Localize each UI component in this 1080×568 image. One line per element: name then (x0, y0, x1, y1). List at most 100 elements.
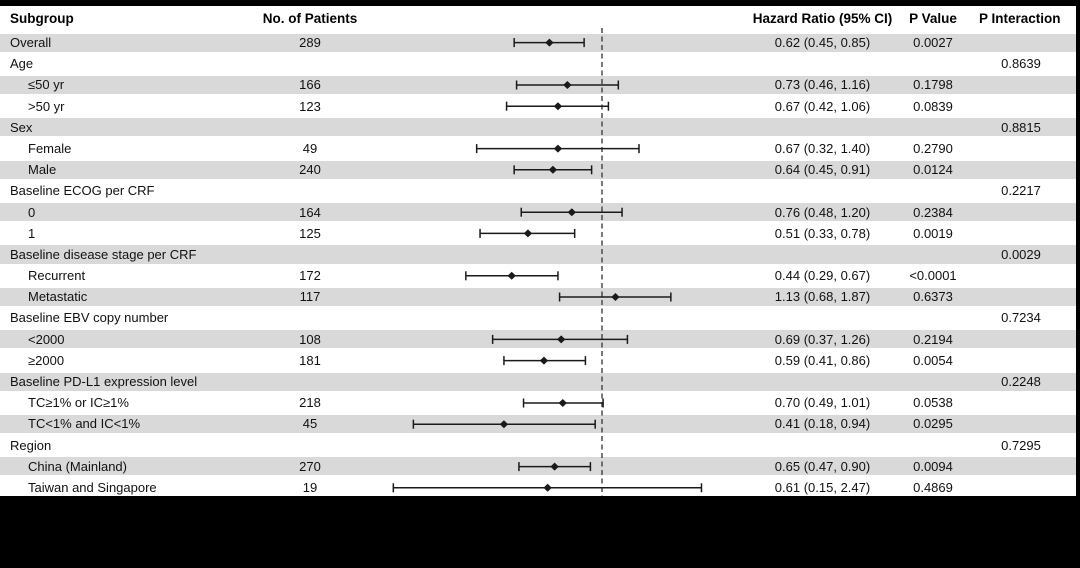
p-interaction-value (975, 286, 1067, 307)
p-interaction-value: 0.7234 (1001, 310, 1041, 326)
patients-count: 123 (299, 98, 321, 114)
p-interaction-value (975, 392, 1067, 413)
hazard-ratio-value: 0.67 (0.42, 1.06) (774, 98, 871, 114)
table-row: Baseline EBV copy number 0.7234 (0, 307, 1076, 329)
p-interaction-value (975, 329, 1067, 350)
patients-count: 125 (299, 225, 321, 241)
subgroup-label: Baseline disease stage per CRF (10, 246, 197, 262)
p-value: 0.0019 (913, 225, 953, 241)
table-row: ≥2000 181 0.59 (0.41, 0.86) 0.0054 (0, 349, 1076, 371)
subgroup-label: Recurrent (28, 268, 86, 284)
table-row: TC<1% and IC<1% 45 0.41 (0.18, 0.94) 0.0… (0, 413, 1076, 435)
table-row: Taiwan and Singapore 19 0.61 (0.15, 2.47… (0, 476, 1076, 496)
subgroup-label: >50 yr (28, 98, 65, 114)
table-row: Sex 0.8815 (0, 116, 1076, 138)
hazard-ratio-value (745, 117, 900, 138)
table-row: Baseline PD-L1 expression level 0.2248 (0, 371, 1076, 393)
table-row: ≤50 yr 166 0.73 (0.46, 1.16) 0.1798 (0, 74, 1076, 96)
subgroup-label: TC≥1% or IC≥1% (28, 395, 129, 411)
hazard-ratio-value: 0.51 (0.33, 0.78) (774, 225, 871, 241)
p-interaction-value (975, 32, 1067, 53)
subgroup-label: Region (10, 437, 52, 453)
p-interaction-value: 0.2248 (1001, 374, 1041, 389)
column-header-patients: No. of Patients (262, 11, 358, 26)
table-body: Overall 289 0.62 (0.45, 0.85) 0.0027 Age… (0, 32, 1076, 496)
p-interaction-value (975, 96, 1067, 117)
p-interaction-value (975, 413, 1067, 434)
hazard-ratio-value (745, 307, 900, 328)
hazard-ratio-value: 0.64 (0.45, 0.91) (774, 162, 871, 178)
p-value: 0.2384 (913, 204, 953, 220)
p-value: 0.0295 (913, 416, 953, 432)
p-interaction-value (975, 74, 1067, 95)
subgroup-label: 0 (28, 204, 36, 220)
table-row: Female 49 0.67 (0.32, 1.40) 0.2790 (0, 137, 1076, 160)
p-interaction-value: 0.8639 (1001, 56, 1041, 72)
table-row: Baseline ECOG per CRF 0.2217 (0, 180, 1076, 202)
p-value: 0.0027 (913, 35, 953, 50)
p-value: 0.2194 (913, 331, 953, 347)
hazard-ratio-value: 0.67 (0.32, 1.40) (774, 140, 871, 156)
p-value: 0.0054 (913, 352, 953, 368)
p-value (900, 435, 966, 456)
patients-count: 45 (302, 416, 318, 432)
p-value (900, 244, 966, 265)
hazard-ratio-value: 0.61 (0.15, 2.47) (774, 479, 871, 495)
subgroup-label: 1 (28, 225, 36, 241)
subgroup-label: Age (10, 56, 34, 72)
p-value: 0.1798 (913, 77, 953, 93)
subgroup-label: Female (28, 140, 72, 156)
column-header-hazard-ratio: Hazard Ratio (95% CI) (752, 11, 893, 26)
patients-count: 240 (299, 162, 321, 178)
p-value: 0.0124 (913, 162, 953, 178)
table-row: TC≥1% or IC≥1% 218 0.70 (0.49, 1.01) 0.0… (0, 392, 1076, 414)
subgroup-label: Metastatic (28, 289, 88, 305)
subgroup-label: Male (28, 162, 57, 178)
table-row: 0 164 0.76 (0.48, 1.20) 0.2384 (0, 201, 1076, 223)
table-row: Recurrent 172 0.44 (0.29, 0.67) <0.0001 (0, 265, 1076, 287)
hazard-ratio-value: 0.62 (0.45, 0.85) (774, 35, 871, 50)
p-interaction-value: 0.8815 (1001, 119, 1041, 135)
table-row: >50 yr 123 0.67 (0.42, 1.06) 0.0839 (0, 95, 1076, 117)
patients-count: 108 (299, 331, 321, 347)
patients-count (240, 117, 380, 138)
patients-count (240, 307, 380, 328)
patients-count (240, 180, 380, 201)
subgroup-label: Baseline ECOG per CRF (10, 183, 155, 199)
subgroup-analysis-table: Subgroup No. of Patients Hazard Ratio (9… (0, 6, 1076, 498)
table-row: Metastatic 117 1.13 (0.68, 1.87) 0.6373 (0, 286, 1076, 308)
p-interaction-value (975, 223, 1067, 244)
p-value (900, 307, 966, 328)
column-header-p-value: P Value (909, 11, 957, 26)
p-value (900, 180, 966, 201)
p-value: 0.6373 (913, 289, 953, 305)
patients-count: 289 (299, 35, 321, 50)
hazard-ratio-value (745, 180, 900, 201)
table-row: Male 240 0.64 (0.45, 0.91) 0.0124 (0, 159, 1076, 181)
table-header-row: Subgroup No. of Patients Hazard Ratio (9… (0, 6, 1076, 32)
table-row: Age 0.8639 (0, 53, 1076, 75)
p-interaction-value (975, 350, 1067, 371)
hazard-ratio-value: 0.76 (0.48, 1.20) (774, 204, 871, 220)
p-value (900, 117, 966, 138)
subgroup-label: Baseline PD-L1 expression level (10, 374, 198, 389)
patients-count (240, 371, 380, 392)
p-interaction-value (975, 138, 1067, 159)
p-interaction-value (975, 159, 1067, 180)
patients-count: 49 (302, 140, 318, 156)
hazard-ratio-value: 0.70 (0.49, 1.01) (774, 395, 871, 411)
subgroup-label: <2000 (28, 331, 65, 347)
p-value: <0.0001 (909, 268, 957, 284)
hazard-ratio-value: 1.13 (0.68, 1.87) (774, 289, 871, 305)
table-row: China (Mainland) 270 0.65 (0.47, 0.90) 0… (0, 455, 1076, 477)
p-interaction-value: 0.2217 (1001, 183, 1041, 199)
hazard-ratio-value: 0.69 (0.37, 1.26) (774, 331, 871, 347)
patients-count: 19 (302, 479, 318, 495)
patients-count (240, 53, 380, 74)
patients-count (240, 244, 380, 265)
p-interaction-value: 0.0029 (1001, 246, 1041, 262)
table-row: Baseline disease stage per CRF 0.0029 (0, 243, 1076, 266)
subgroup-label: Sex (10, 119, 33, 135)
p-value (900, 371, 966, 392)
patients-count (240, 435, 380, 456)
